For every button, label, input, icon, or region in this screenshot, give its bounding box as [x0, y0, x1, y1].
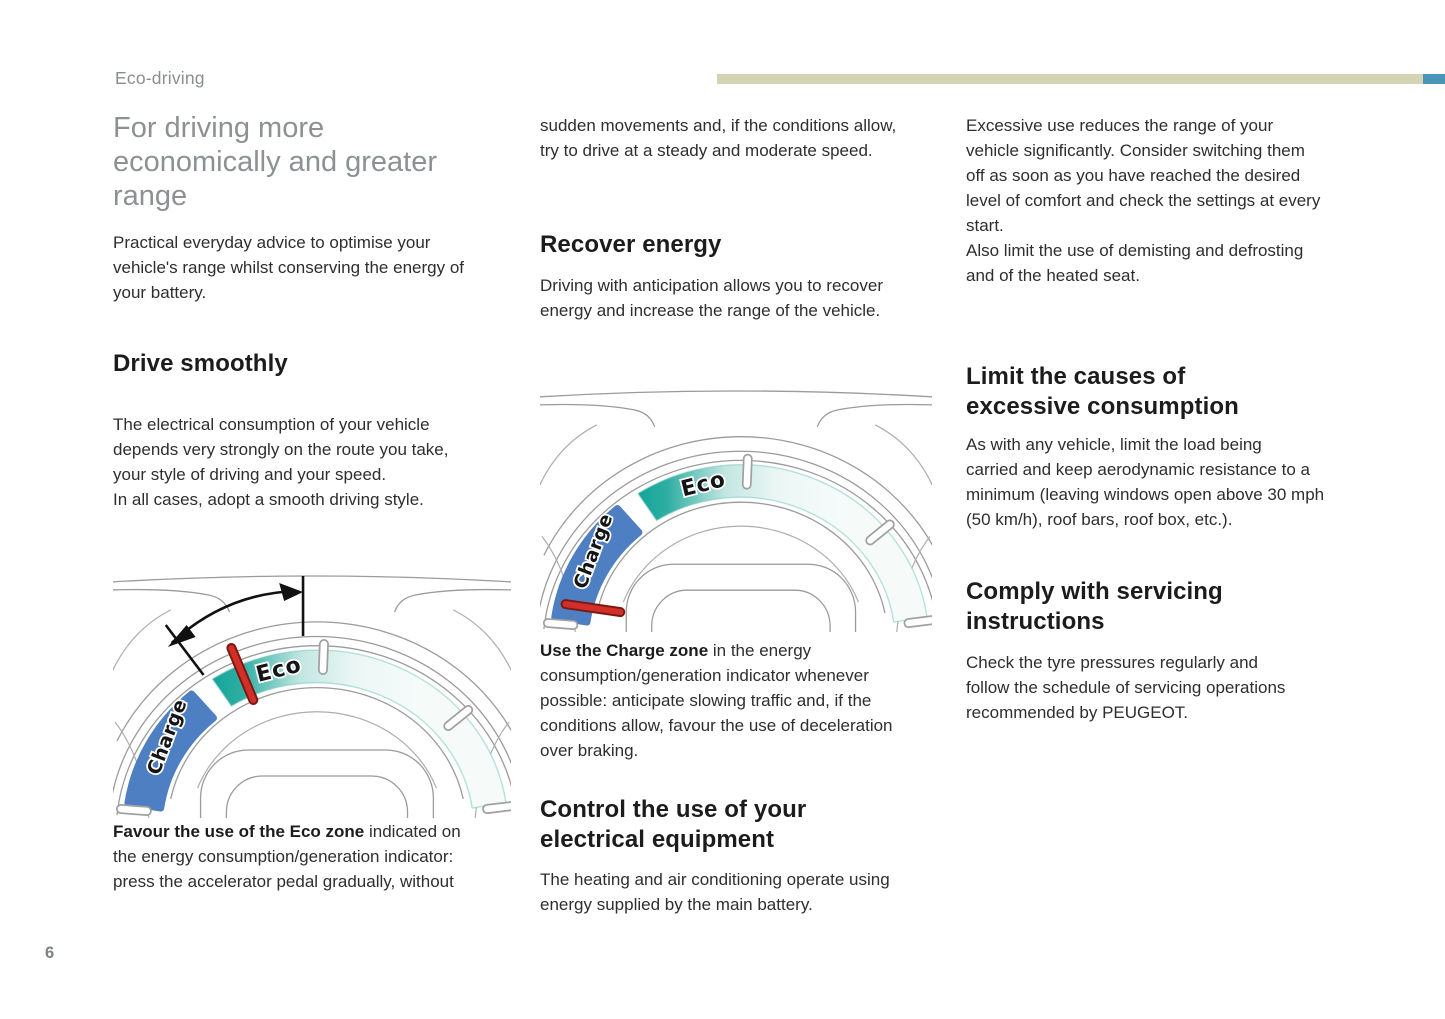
page-title: For driving more economically and greate… — [113, 112, 438, 212]
section-heading-limit-consumption: Limit the causes of excessive consumptio… — [966, 363, 1239, 420]
gauge-tick-notches — [115, 639, 511, 816]
recover-energy-paragraph: Driving with anticipation allows you to … — [540, 276, 883, 320]
charge-zone-band — [124, 690, 217, 812]
gauge-needle — [560, 599, 626, 618]
comply-servicing-paragraph: Check the tyre pressures regularly and f… — [966, 653, 1286, 722]
energy-gauge-illustration-eco: Eco Charge — [113, 575, 511, 818]
gauge-tick-notches — [542, 453, 932, 631]
section-heading-comply-servicing: Comply with servicing instructions — [966, 578, 1223, 635]
header-accent-bar — [717, 74, 1423, 84]
header-accent-bar-end — [1423, 74, 1445, 84]
charge-gauge-caption-rest: in the energy consumption/generation ind… — [540, 641, 893, 760]
electrical-equipment-continued: Excessive use reduces the range of your … — [966, 116, 1321, 285]
eco-gauge-caption: Favour the use of the Eco zone indicated… — [113, 819, 533, 894]
section-heading-recover-energy: Recover energy — [540, 231, 722, 258]
eco-zone-span-arrow — [164, 576, 305, 676]
energy-gauge-illustration-charge: Eco Charge — [540, 390, 932, 632]
charge-gauge-caption-lead: Use the Charge zone — [540, 641, 709, 660]
gauge-needle — [226, 643, 259, 705]
section-heading-control-electrical: Control the use of your electrical equip… — [540, 796, 807, 853]
page-number: 6 — [45, 944, 55, 962]
chapter-label: Eco-driving — [115, 68, 205, 88]
eco-gauge-caption-rest: indicated on the energy consumption/gene… — [113, 822, 461, 891]
drive-smoothly-paragraph: The electrical consumption of your vehic… — [113, 415, 449, 509]
eco-gauge-caption-lead: Favour the use of the Eco zone — [113, 822, 365, 841]
drive-smoothly-continued: sudden movements and, if the conditions … — [540, 116, 897, 160]
limit-consumption-paragraph: As with any vehicle, limit the load bein… — [966, 435, 1325, 529]
intro-paragraph: Practical everyday advice to optimise yo… — [113, 233, 464, 302]
charge-zone-band — [551, 505, 643, 626]
charge-gauge-caption: Use the Charge zone in the energy consum… — [540, 638, 960, 763]
cluster-outline — [113, 575, 511, 818]
section-heading-drive-smoothly: Drive smoothly — [113, 350, 288, 377]
control-electrical-paragraph: The heating and air conditioning operate… — [540, 870, 890, 914]
